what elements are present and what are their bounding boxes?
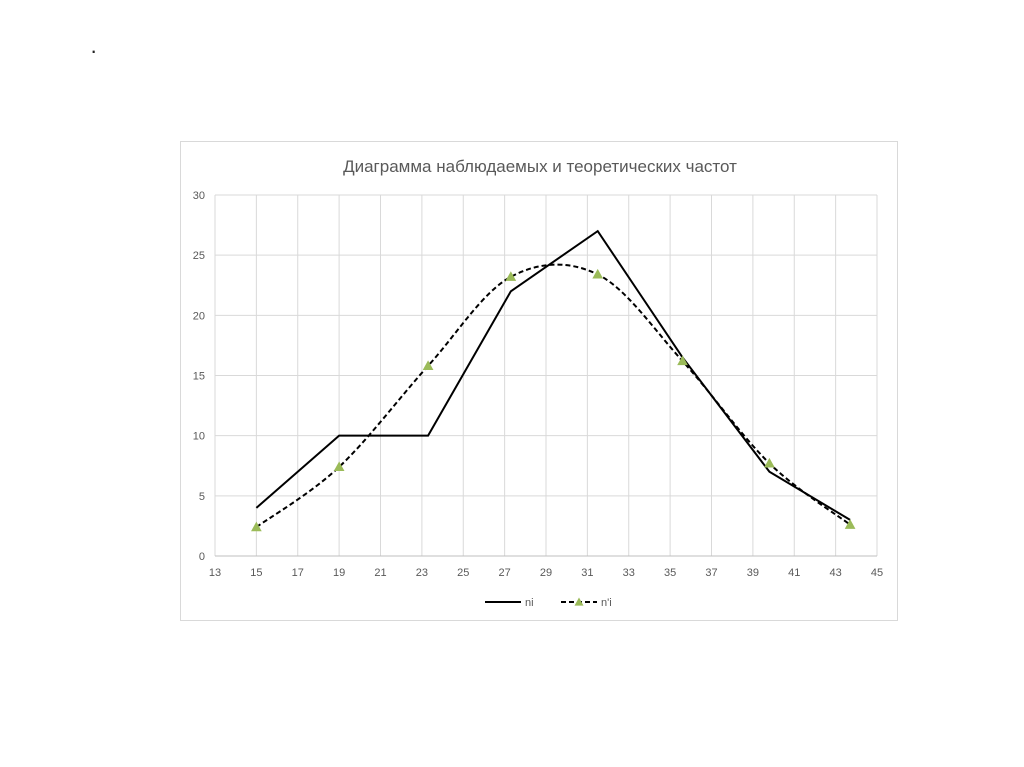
y-tick-label: 5 bbox=[199, 491, 205, 503]
series-theoretical bbox=[251, 263, 856, 532]
x-tick-label: 37 bbox=[705, 567, 717, 579]
chart-series bbox=[251, 229, 856, 532]
x-tick-label: 43 bbox=[830, 567, 842, 579]
x-tick-label: 39 bbox=[747, 567, 759, 579]
y-tick-label: 15 bbox=[193, 371, 205, 383]
slide-bullet: · bbox=[90, 38, 98, 63]
legend-marker bbox=[574, 597, 584, 606]
x-tick-label: 25 bbox=[457, 567, 469, 579]
x-tick-label: 23 bbox=[416, 567, 428, 579]
x-tick-label: 29 bbox=[540, 567, 552, 579]
x-tick-label: 21 bbox=[374, 567, 386, 579]
legend-label: ni bbox=[525, 597, 534, 609]
legend-entry: n'i bbox=[561, 597, 612, 609]
data-point-marker bbox=[844, 519, 856, 529]
series-observed bbox=[255, 229, 851, 521]
x-tick-label: 45 bbox=[871, 567, 883, 579]
data-point-marker bbox=[251, 521, 262, 532]
line-chart: Диаграмма наблюдаемых и теоретических ча… bbox=[193, 157, 883, 609]
series-line-theoretical bbox=[255, 263, 851, 528]
x-tick-label: 31 bbox=[581, 567, 593, 579]
chart-title: Диаграмма наблюдаемых и теоретических ча… bbox=[343, 157, 737, 176]
x-tick-label: 35 bbox=[664, 567, 676, 579]
legend-label: n'i bbox=[601, 597, 612, 609]
data-point-marker bbox=[422, 360, 434, 370]
x-tick-label: 19 bbox=[333, 567, 345, 579]
x-tick-label: 17 bbox=[292, 567, 304, 579]
chart-grid bbox=[214, 194, 878, 557]
y-tick-label: 30 bbox=[193, 190, 205, 202]
data-point-marker bbox=[677, 355, 688, 366]
x-tick-label: 41 bbox=[788, 567, 800, 579]
data-point-marker bbox=[592, 268, 604, 279]
x-tick-label: 13 bbox=[209, 567, 221, 579]
data-point-marker bbox=[764, 457, 775, 468]
series-line-observed bbox=[255, 229, 851, 521]
data-point-marker bbox=[505, 271, 517, 281]
chart-frame: Диаграмма наблюдаемых и теоретических ча… bbox=[180, 141, 898, 621]
chart-tick-labels: 13 15 17 19 21 23 25 27 29 31 33 35 37 39 41 43 45 0 5 10 15… bbox=[193, 190, 883, 579]
x-tick-label: 15 bbox=[250, 567, 262, 579]
y-tick-label: 0 bbox=[199, 551, 205, 563]
data-point-marker bbox=[333, 461, 345, 472]
legend-entry: ni bbox=[485, 597, 534, 609]
y-tick-label: 10 bbox=[193, 431, 205, 443]
chart-legend: ni n'i bbox=[485, 597, 612, 609]
x-tick-label: 33 bbox=[623, 567, 635, 579]
y-tick-label: 25 bbox=[193, 250, 205, 262]
x-tick-label: 27 bbox=[499, 567, 511, 579]
y-tick-label: 20 bbox=[193, 310, 205, 322]
